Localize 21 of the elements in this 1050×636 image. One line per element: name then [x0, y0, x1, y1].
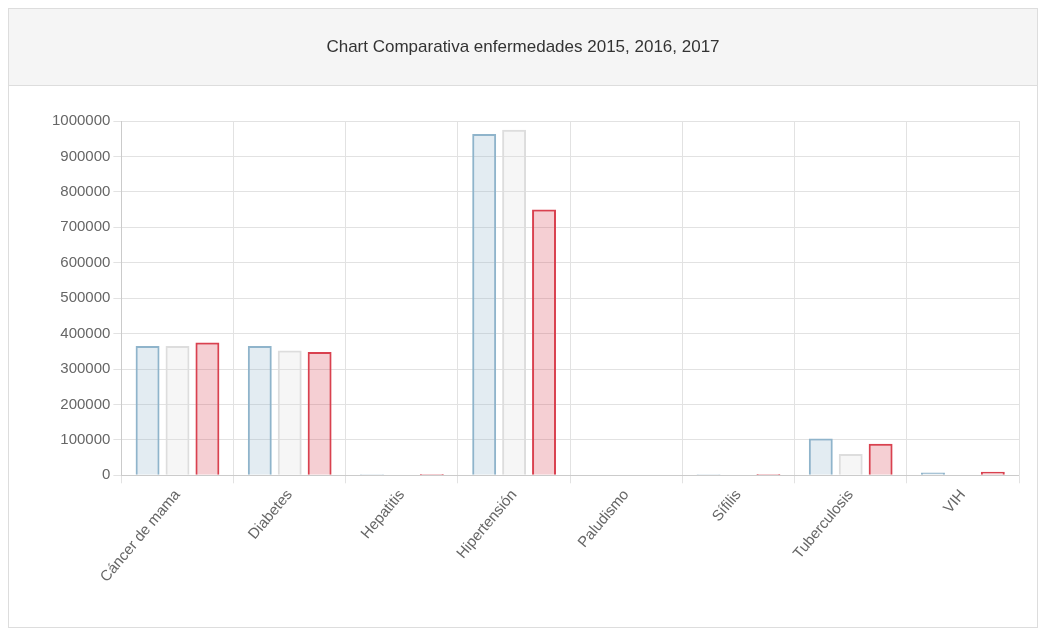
bar: [247, 345, 272, 475]
bar: [195, 342, 220, 475]
y-tick-label: 500000: [60, 288, 111, 306]
y-tick-label: 1000000: [51, 111, 111, 129]
x-tick-label: VIH: [939, 485, 969, 516]
y-tick-label: 900000: [60, 146, 111, 164]
bar: [532, 209, 556, 475]
bar: [808, 438, 833, 475]
y-tick-label: 300000: [60, 359, 111, 377]
bar: [307, 352, 332, 475]
y-tick-label: 0: [102, 465, 111, 483]
bar: [472, 134, 497, 475]
y-tick-label: 800000: [60, 182, 111, 199]
y-tick-label: 700000: [60, 217, 111, 235]
bar: [868, 443, 893, 475]
y-tick-label: 100000: [60, 430, 111, 448]
y-tick-label: 600000: [60, 252, 111, 270]
bar: [135, 345, 160, 475]
y-tick-label: 400000: [60, 323, 111, 341]
y-tick-label: 200000: [60, 394, 111, 412]
chart-title: Chart Comparativa enfermedades 2015, 2016, 2017: [9, 9, 1037, 86]
